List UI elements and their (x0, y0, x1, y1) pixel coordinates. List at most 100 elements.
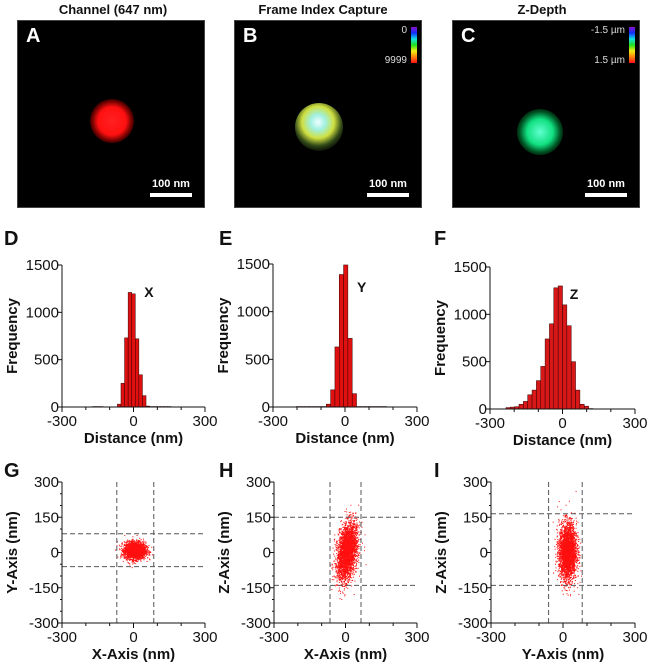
panel-g-label: G (4, 460, 20, 482)
scatter-point (356, 560, 358, 562)
scatter-point (338, 578, 340, 580)
scatter-point (344, 567, 346, 569)
scatter-point (123, 551, 125, 553)
scatter-point (339, 568, 341, 570)
scatter-point (130, 554, 132, 556)
scatter-point (342, 537, 344, 539)
scatter-point (128, 540, 130, 542)
y-tick-label: 1500 (454, 259, 487, 276)
scatter-point (132, 551, 134, 553)
scatter-point (137, 549, 139, 551)
scatter-point (352, 559, 354, 561)
scatter-point (131, 543, 133, 545)
scatter-point (144, 552, 146, 554)
scatter-point (137, 543, 139, 545)
scatter-point (132, 539, 134, 541)
histogram-bar (536, 380, 542, 410)
scatter-point (343, 573, 345, 575)
scatter-point (132, 547, 134, 549)
scatter-point (133, 553, 135, 555)
scatter-point (352, 539, 354, 541)
scatter-point (138, 549, 140, 551)
scatter-point (335, 545, 337, 547)
scatter-point (339, 556, 341, 558)
scatter-point (136, 552, 138, 554)
scatter-point (334, 567, 336, 569)
scatter-point (339, 563, 341, 565)
scatter-point (345, 578, 347, 580)
scatter-point (149, 551, 151, 553)
scatter-point (354, 551, 356, 553)
scatter-point (344, 564, 346, 566)
scatter-point (132, 563, 134, 565)
scatter-point (341, 582, 343, 584)
scatter-point (349, 514, 351, 516)
scatter-point (347, 547, 349, 549)
scatter-point (338, 587, 340, 589)
scatter-point (132, 539, 134, 541)
scatter-point (132, 555, 134, 557)
scatter-point (343, 545, 345, 547)
scatter-point (345, 577, 347, 579)
scatter-point (347, 518, 349, 520)
scatter-point (130, 542, 132, 544)
scatter-point (333, 560, 335, 562)
scatter-point (358, 561, 360, 563)
histogram-bar (570, 361, 576, 410)
scatter-point (138, 540, 140, 542)
scatter-point (120, 547, 122, 549)
scatter-point (353, 561, 355, 563)
scatter-point (343, 567, 345, 569)
histogram-bar (562, 304, 568, 410)
scatter-point (140, 543, 142, 545)
scatter-point (335, 563, 337, 565)
scatter-point (338, 554, 340, 556)
scatter-point (349, 563, 351, 565)
scatter-point (340, 548, 342, 550)
scatter-point (136, 547, 138, 549)
scatter-point (133, 551, 135, 553)
scatter-point (134, 544, 136, 546)
scatter-point (339, 554, 341, 556)
scatter-point (144, 546, 146, 548)
scatter-point (135, 558, 137, 560)
scatter-point (137, 553, 139, 555)
scatter-point (340, 580, 342, 582)
scatter-point (136, 550, 138, 552)
scatter-point (361, 542, 363, 544)
scatter-point (148, 551, 150, 553)
scatter-point (345, 564, 347, 566)
scatter-point (126, 553, 128, 555)
scatter-point (137, 547, 139, 549)
scatter-point (343, 544, 345, 546)
scatter-point (336, 552, 338, 554)
histogram-bar (131, 293, 136, 408)
scatter-point (129, 555, 131, 557)
scatter-point (354, 547, 356, 549)
scatter-point (333, 538, 335, 540)
scatter-point (339, 558, 341, 560)
scatter-point (133, 542, 135, 544)
scatter-point (129, 557, 131, 559)
scatter-point (125, 549, 127, 551)
scatter-point (343, 589, 345, 591)
scatter-point (349, 534, 351, 536)
scatter-point (343, 560, 345, 562)
scatter-point (339, 570, 341, 572)
scatter-point (139, 552, 141, 554)
scale-label: 100 nm (369, 178, 407, 190)
x-tick-label: -300 (258, 413, 288, 430)
scatter-point (357, 547, 359, 549)
scatter-point (127, 545, 129, 547)
scatter-point (348, 580, 350, 582)
scatter-point (357, 560, 359, 562)
scatter-point (138, 548, 140, 550)
scatter-point (345, 524, 347, 526)
scatter-point (143, 540, 145, 542)
scatter-point (139, 544, 141, 546)
scatter-point (336, 549, 338, 551)
scatter-point (340, 570, 342, 572)
scatter-point (339, 561, 341, 563)
scatter-point (128, 547, 130, 549)
scatter-point (349, 568, 351, 570)
